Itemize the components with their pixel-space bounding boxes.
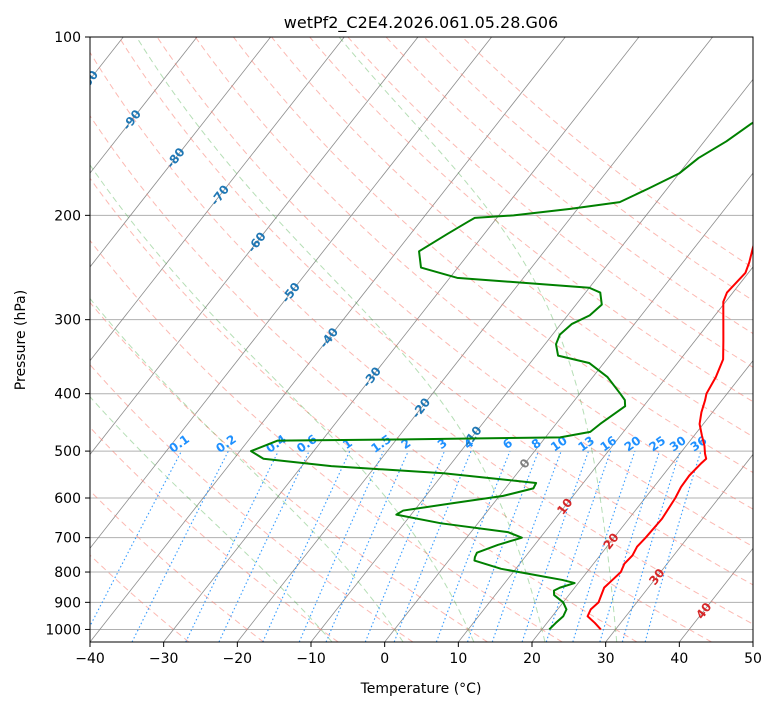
isotherm-line [90,37,345,362]
isotherm-line [163,37,640,642]
y-tick-label: 800 [54,565,81,581]
temperature-profile-line [586,243,753,631]
isotherm-line [605,453,753,642]
dry-adiabat-line [90,301,488,642]
y-tick-label: 300 [54,313,81,329]
y-tick-label: 500 [54,444,81,460]
x-tick-label: 20 [523,651,541,667]
mixing-ratio-line [466,450,540,642]
dry-adiabat-line [271,37,753,438]
chart-title: wetPf2_C2E4.2026.061.05.28.G06 [284,13,558,33]
y-tick-label: 700 [54,531,81,547]
mixing-ratio-line [393,450,472,642]
moist-adiabat-line [338,37,618,642]
y-tick-label: 200 [54,208,81,224]
dry-adiabat-line [90,426,339,642]
isotherm-line [237,37,713,642]
dry-adiabat-line [90,239,563,642]
dry-adiabat-line [90,363,414,642]
x-tick-label: −20 [223,651,253,667]
isotherm-line [90,37,198,174]
dry-adiabat-line [90,51,753,625]
x-tick-label: 30 [597,651,615,667]
y-axis-label: Pressure (hPa) [13,290,29,390]
mixing-ratio-line [644,450,702,642]
x-tick-label: −30 [149,651,179,667]
dry-adiabat-line [309,37,753,403]
y-tick-label: 100 [54,30,81,46]
x-tick-label: 50 [744,651,762,667]
dry-adiabat-line [194,37,753,510]
isotherm-line [531,360,753,642]
dry-adiabat-line [90,554,190,642]
dry-adiabat-line [118,37,753,586]
dry-adiabat-line [156,37,753,548]
mixing-ratio-line [545,450,612,642]
x-tick-label: −10 [296,651,326,667]
y-tick-label: 400 [54,387,81,403]
plot-area: 0.10.20.40.611.52346810131620253036-100-… [90,37,753,642]
x-tick-label: 40 [670,651,688,667]
isotherm-line [458,266,753,642]
x-tick-label: 10 [449,651,467,667]
y-tick-label: 600 [54,491,81,507]
moist-adiabat-line [90,297,404,642]
isotherm-line [90,37,419,456]
isotherm-line [90,37,271,268]
y-tick-label: 900 [54,595,81,611]
y-tick-label: 1000 [45,622,81,638]
mixing-ratio-line [491,450,562,642]
x-tick-label: 0 [380,651,389,667]
isotherm-line [90,37,566,642]
x-axis-label: Temperature (°C) [360,681,482,697]
moist-adiabat-line [136,37,546,642]
mixing-ratio-line [435,450,511,642]
dry-adiabat-line [233,37,753,474]
dry-adiabat-line [423,37,753,302]
mixing-ratio-line [621,450,681,642]
mixing-ratio-line [572,450,636,642]
moist-adiabat-line [90,164,475,642]
dewpoint-profile-line [250,121,753,631]
axes: −40 −30 −20 −10 0 10 20 30 40 50 100 200 300 400 500 60… [45,30,762,667]
mixing-ratio-line [599,450,661,642]
mixing-ratio-line [364,450,446,642]
dry-adiabat-line [90,114,712,642]
x-tick-label: −40 [75,651,105,667]
isotherm-line [384,172,753,642]
axes-frame [89,36,754,643]
mixing-ratio-line [521,450,590,642]
isotherm-line [90,37,492,549]
isotherm-line [310,78,753,642]
mixing-ratio-line [298,450,385,642]
mixing-ratio-line [325,450,409,642]
mixing-ratio-line [131,450,229,642]
dry-adiabat-line [90,177,638,642]
